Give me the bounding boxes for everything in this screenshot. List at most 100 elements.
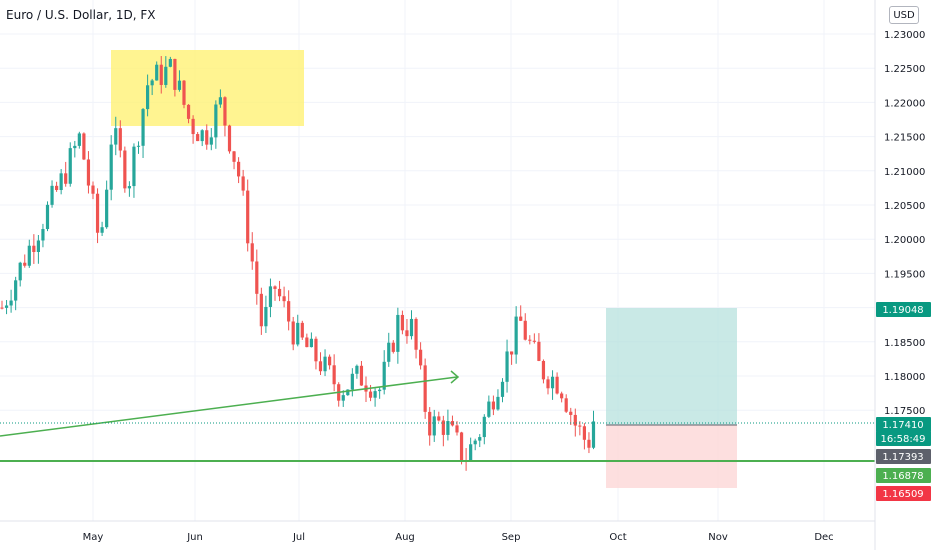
candle-body — [409, 318, 414, 337]
zones — [111, 50, 737, 488]
candle-body — [82, 133, 86, 160]
trend-arrow — [450, 370, 460, 384]
candle-body — [505, 351, 509, 382]
candle-body — [387, 342, 391, 362]
candle-body — [373, 391, 377, 398]
currency-badge[interactable]: USD — [889, 6, 919, 24]
price-tag-label-support: 1.16878 — [882, 471, 923, 482]
price-tag-support — [876, 468, 931, 483]
candle-body — [136, 145, 141, 147]
candle-body — [500, 381, 505, 397]
candle-body — [428, 411, 432, 436]
candle-body — [100, 227, 104, 233]
candle-body — [59, 173, 63, 191]
candle-body — [196, 134, 200, 142]
target-zone — [606, 308, 737, 425]
candle-body — [573, 414, 577, 426]
candle-body — [218, 97, 222, 105]
x-tick-label: May — [83, 532, 104, 543]
candle-body — [450, 421, 455, 426]
candle-body — [64, 173, 68, 184]
x-tick-label: Sep — [502, 532, 521, 543]
candle-body — [296, 322, 300, 345]
candle-body — [305, 337, 309, 348]
candle-body — [391, 342, 395, 352]
candle-body — [437, 416, 441, 421]
candle-body — [341, 395, 345, 401]
candle-body — [132, 146, 136, 187]
y-tick-label: 1.18500 — [884, 338, 925, 349]
price-tag-label-take-profit: 1.19048 — [882, 305, 923, 316]
candle-body — [560, 393, 564, 399]
stop-zone — [606, 425, 737, 488]
price-tag-label-stop-loss: 1.16509 — [882, 489, 923, 500]
candle-body — [0, 307, 4, 309]
x-tick-label: Jun — [186, 532, 203, 543]
candle-body — [332, 365, 336, 385]
candle-body — [250, 243, 254, 262]
candle-body — [446, 421, 450, 435]
candle-body — [177, 80, 182, 90]
candle-body — [246, 190, 250, 244]
candle-body — [45, 204, 50, 230]
x-tick-label: Dec — [814, 532, 833, 543]
candle-body — [86, 159, 91, 186]
candle-body — [223, 97, 227, 126]
price-tag-label-prev-close: 1.17393 — [882, 452, 923, 463]
candle-body — [55, 185, 59, 191]
chart-title: Euro / U.S. Dollar, 1D, FX — [6, 8, 156, 22]
candle-body — [546, 379, 550, 389]
candle-body — [182, 80, 186, 105]
candle-body — [459, 432, 464, 461]
candle-body — [227, 125, 232, 152]
candles — [0, 56, 596, 471]
candle-body — [209, 137, 213, 145]
candle-body — [591, 421, 596, 448]
candle-body — [264, 306, 268, 327]
candle-body — [123, 150, 127, 189]
x-tick-label: Aug — [395, 532, 415, 543]
y-tick-label: 1.18000 — [884, 372, 925, 383]
candle-body — [569, 411, 573, 415]
candle-body — [155, 64, 159, 81]
price-tag-last-price — [876, 417, 931, 432]
x-tick-label: Nov — [708, 532, 728, 543]
candle-body — [314, 338, 318, 362]
candle-body — [300, 322, 304, 338]
candle-body — [564, 398, 568, 412]
candle-body — [528, 339, 532, 341]
y-tick-label: 1.21500 — [884, 133, 925, 144]
candle-body — [578, 425, 582, 427]
candle-body — [541, 360, 546, 380]
candle-body — [41, 229, 45, 241]
candle-body — [582, 426, 586, 440]
supply-zone — [111, 50, 304, 126]
candle-body — [359, 365, 364, 386]
candle-body — [382, 361, 386, 390]
candle-body — [173, 58, 177, 90]
candle-body — [91, 185, 95, 194]
candle-body — [523, 320, 527, 340]
price-tag-prev-close — [876, 449, 931, 464]
price-tag-take-profit — [876, 302, 931, 317]
price-tag-label-countdown: 16:58:49 — [881, 434, 926, 445]
candle-body — [259, 293, 263, 327]
candle-body — [328, 356, 332, 366]
candle-body — [109, 144, 113, 190]
candle-body — [18, 262, 22, 281]
candle-body — [355, 365, 359, 374]
candle-body — [478, 437, 482, 441]
candle-body — [537, 341, 541, 361]
candle-body — [491, 401, 495, 410]
candle-body — [127, 186, 131, 189]
candle-body — [68, 148, 72, 184]
candle-body — [114, 128, 118, 145]
candle-body — [519, 316, 523, 321]
candle-body — [273, 286, 277, 289]
candle-body — [9, 300, 13, 306]
candle-body — [23, 262, 27, 266]
y-tick-label: 1.17500 — [884, 406, 925, 417]
price-tags: 1.19048 1.17410 16:58:49 1.17393 1.16878 1.16… — [876, 302, 931, 501]
price-tag-label-last-price: 1.17410 — [882, 420, 923, 431]
